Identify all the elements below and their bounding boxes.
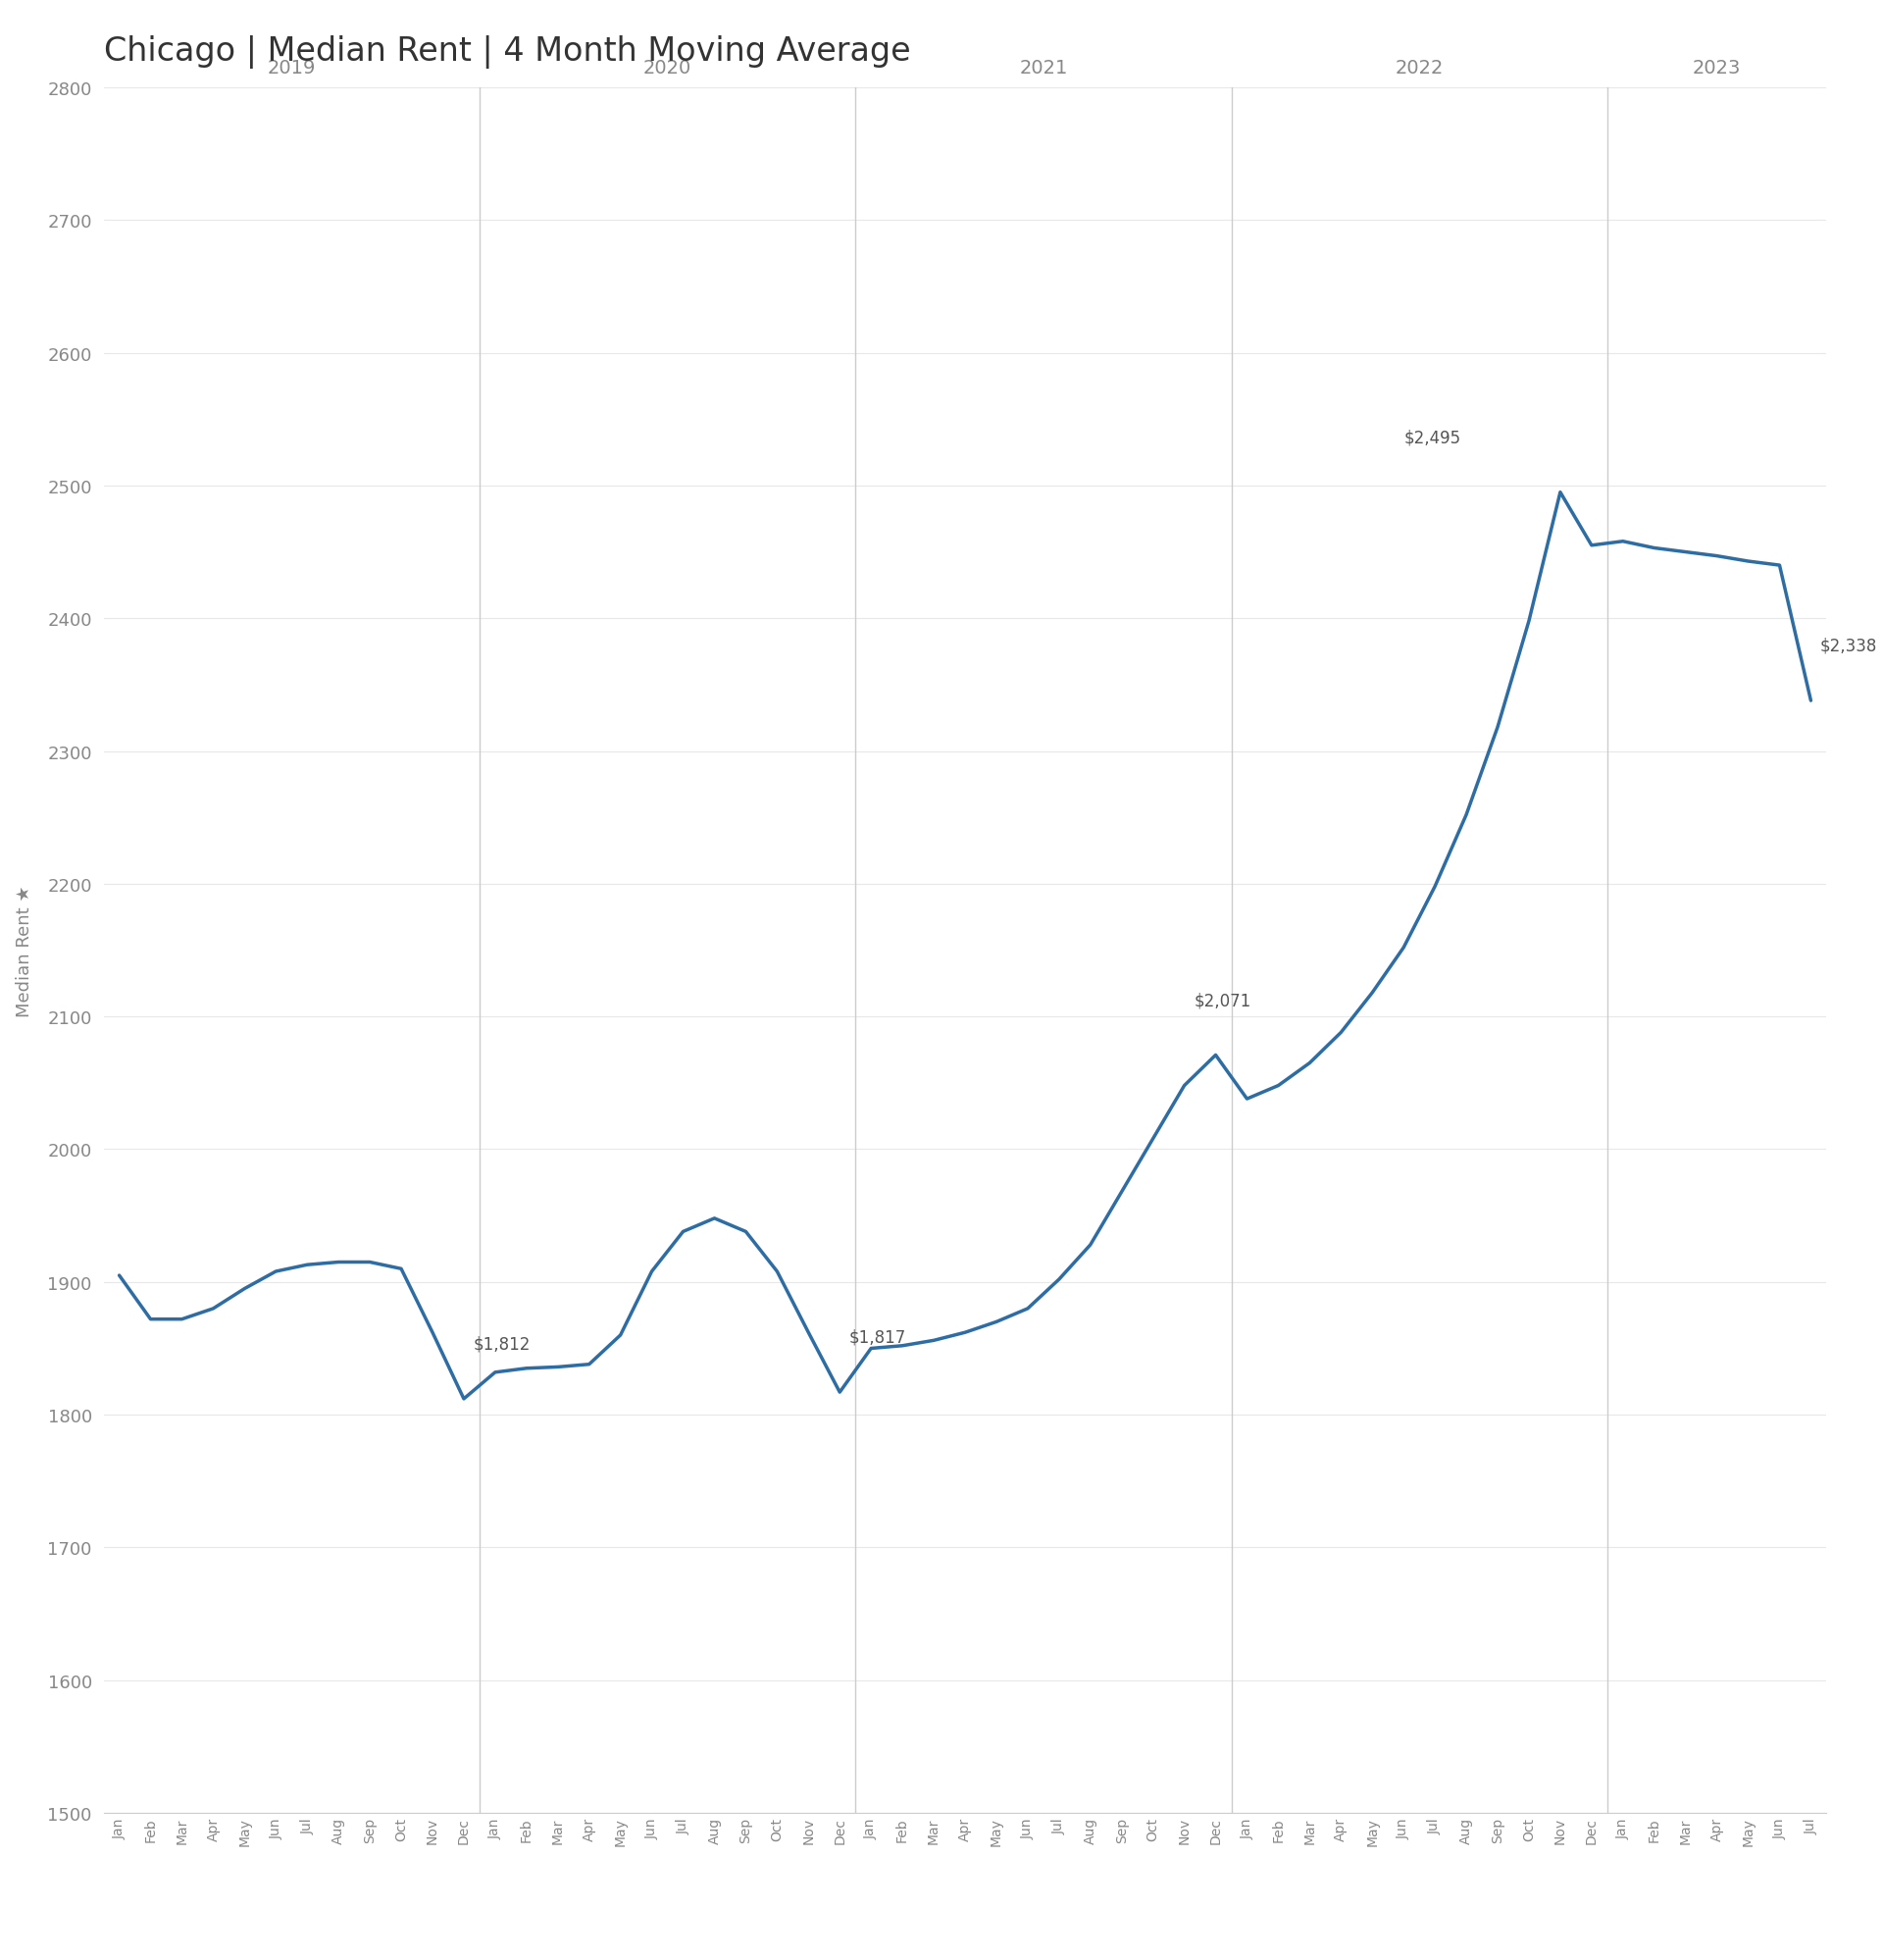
- Text: $2,495: $2,495: [1403, 429, 1461, 447]
- Text: $1,812: $1,812: [473, 1335, 531, 1352]
- Text: $2,338: $2,338: [1821, 637, 1877, 655]
- Y-axis label: Median Rent ★: Median Rent ★: [17, 884, 34, 1017]
- Text: $1,817: $1,817: [849, 1329, 906, 1347]
- Text: $2,071: $2,071: [1194, 992, 1250, 1009]
- Text: Chicago | Median Rent | 4 Month Moving Average: Chicago | Median Rent | 4 Month Moving A…: [104, 35, 909, 69]
